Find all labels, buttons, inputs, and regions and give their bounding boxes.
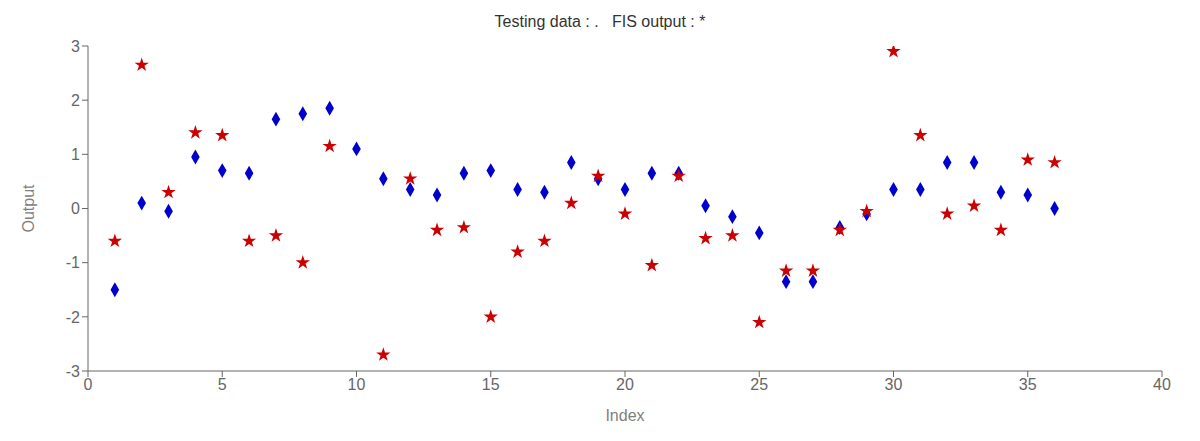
svg-text:35: 35 (1019, 376, 1037, 393)
svg-text:-1: -1 (66, 254, 80, 271)
svg-text:5: 5 (218, 376, 227, 393)
svg-text:1: 1 (71, 146, 80, 163)
svg-text:Output: Output (20, 184, 37, 233)
svg-text:2: 2 (71, 92, 80, 109)
svg-text:-2: -2 (66, 309, 80, 326)
svg-text:0: 0 (71, 200, 80, 217)
svg-text:20: 20 (616, 376, 634, 393)
svg-text:25: 25 (750, 376, 768, 393)
html-text:Testing data : . FIS output :: Testing data : . FIS output : * (494, 13, 706, 30)
svg-text:40: 40 (1153, 376, 1171, 393)
svg-text:Index: Index (605, 407, 644, 424)
svg-text:3: 3 (71, 38, 80, 55)
svg-text:-3: -3 (66, 363, 80, 380)
svg-text:30: 30 (885, 376, 903, 393)
svg-text:0: 0 (84, 376, 93, 393)
svg-text:15: 15 (482, 376, 500, 393)
svg-text:10: 10 (348, 376, 366, 393)
